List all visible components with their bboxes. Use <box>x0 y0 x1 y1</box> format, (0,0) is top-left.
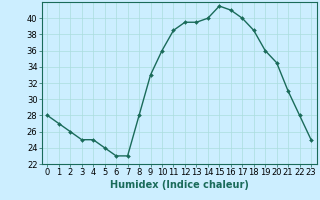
X-axis label: Humidex (Indice chaleur): Humidex (Indice chaleur) <box>110 180 249 190</box>
